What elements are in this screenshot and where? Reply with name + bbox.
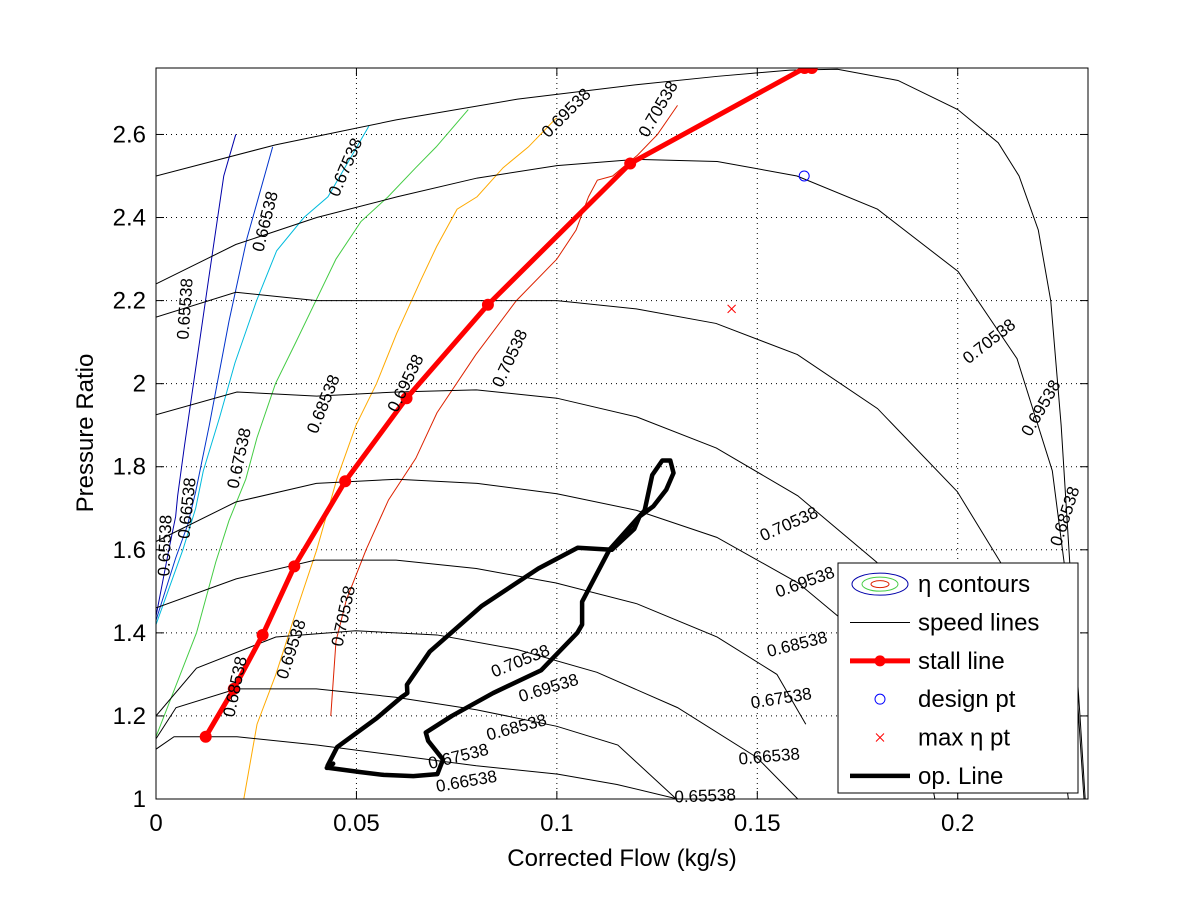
x-tick-label: 0.2: [941, 810, 974, 837]
legend-swatch-max: [875, 733, 885, 742]
x-axis-title: Corrected Flow (kg/s): [507, 845, 736, 872]
stall-point: [400, 392, 413, 405]
legend-item-stall: stall line: [850, 648, 1005, 675]
legend-item-op: op. Line: [850, 763, 1003, 790]
legend-label-stall: stall line: [918, 648, 1005, 675]
legend-swatch-contours-inner: [870, 580, 890, 589]
stall-point: [481, 298, 494, 311]
max-efficiency-point: [727, 304, 736, 314]
contour-label: 0.65538: [674, 785, 736, 806]
legend-label-op: op. Line: [918, 763, 1003, 790]
stall-point: [199, 730, 212, 743]
efficiency-contour: [156, 109, 469, 737]
y-tick-label: 1.4: [113, 620, 146, 647]
legend-swatch-stall-marker: [874, 655, 886, 667]
contour-label: 0.65538: [173, 278, 196, 341]
operating-line: [324, 458, 676, 779]
y-tick-label: 2.6: [113, 121, 146, 148]
legend-box: [837, 562, 1079, 794]
stall-point: [339, 475, 352, 488]
contour-label: 0.65538: [154, 515, 175, 577]
y-tick-label: 1.8: [113, 454, 146, 481]
plot-frame: [155, 67, 1089, 800]
speed-line: [156, 630, 799, 799]
stall-point: [256, 628, 269, 641]
legend-swatch-contours-mid: [861, 576, 899, 592]
speed-line: [156, 688, 677, 799]
y-tick-label: 1.6: [113, 537, 146, 564]
legend-item-max: max η pt: [875, 725, 1010, 752]
x-tick-label: 0.15: [734, 810, 781, 837]
speed-line: [156, 68, 1086, 799]
x-tick-label: 0.05: [333, 810, 380, 837]
legend-label-speed: speed lines: [918, 610, 1039, 637]
legend-swatch-contours-outer: [851, 572, 909, 596]
y-axis-title: Pressure Ratio: [72, 354, 99, 513]
legend-label-design: design pt: [918, 686, 1016, 713]
efficiency-contour: [156, 146, 274, 621]
y-tick-label: 2.2: [113, 288, 146, 315]
y-tick-label: 2.4: [113, 205, 146, 232]
x-tick-label: 0: [149, 810, 162, 837]
axis-ticks: 0 0.05 0.1 0.15 0.2 1 1.2 1.4 1.6 1.8 2 2.2 2.4 2.6: [113, 68, 1088, 837]
x-tick-label: 0.1: [540, 810, 573, 837]
stall-point: [624, 157, 637, 170]
stall-point: [288, 560, 301, 573]
stall-point: [805, 68, 818, 74]
legend-item-speed: speed lines: [850, 610, 1039, 637]
legend-item-contours: η contours: [851, 571, 1030, 598]
legend-label-contours: η contours: [918, 571, 1030, 598]
legend-label-max: max η pt: [918, 725, 1010, 752]
legend-swatch-design: [874, 693, 886, 705]
efficiency-contour: [156, 134, 237, 617]
y-tick-label: 1: [133, 786, 146, 813]
speed-line: [156, 736, 678, 799]
y-tick-label: 1.2: [113, 703, 146, 730]
speed-line: [156, 158, 1085, 799]
stall-line: [203, 68, 812, 738]
efficiency-contour: [156, 125, 370, 625]
legend: η contours speed lines stall line design pt…: [837, 562, 1079, 794]
efficiency-contour: [243, 117, 557, 799]
speed-line: [156, 559, 807, 725]
y-tick-label: 2: [133, 371, 146, 398]
stall-point: [227, 682, 240, 695]
legend-item-design: design pt: [874, 686, 1016, 713]
design-point: [798, 170, 810, 182]
